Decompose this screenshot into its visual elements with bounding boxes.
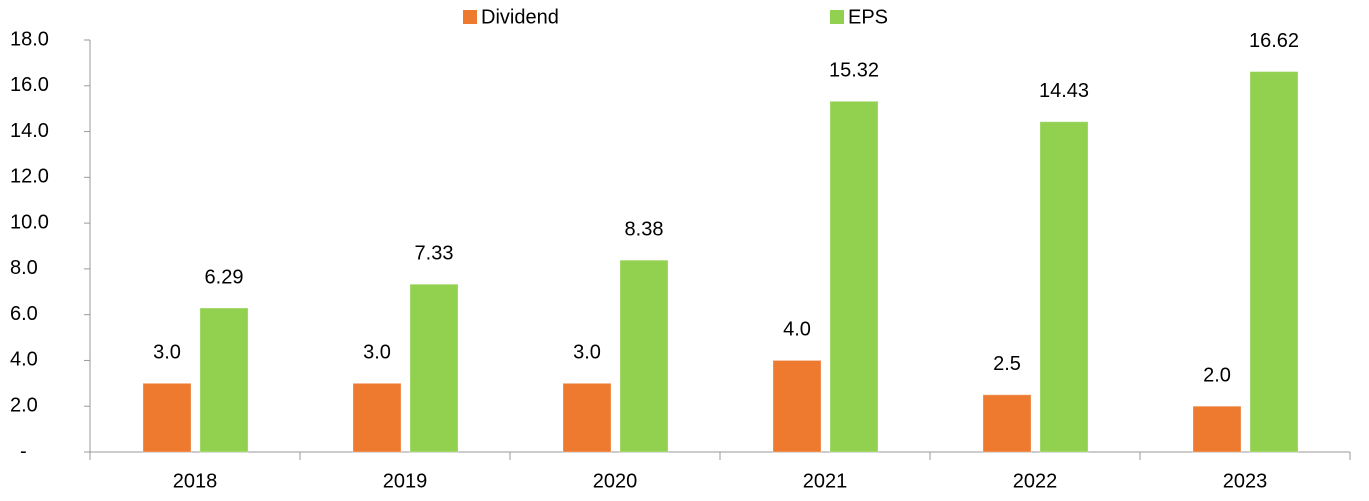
x-tick-label: 2022 (1013, 470, 1058, 492)
bar (982, 394, 1032, 453)
y-tick-label: 14.0 (10, 120, 49, 142)
bar (1039, 121, 1089, 453)
legend-label: EPS (848, 6, 888, 28)
bar (1249, 71, 1299, 453)
data-label: 3.0 (363, 342, 391, 364)
data-label: 8.38 (625, 218, 664, 240)
bar (772, 359, 822, 453)
data-label: 2.0 (1203, 365, 1231, 387)
y-tick-label: - (20, 440, 27, 462)
bar (409, 283, 459, 453)
bar (1192, 405, 1242, 453)
legend-label: Dividend (481, 6, 559, 28)
data-label: 3.0 (153, 342, 181, 364)
data-label: 2.5 (993, 353, 1021, 375)
y-tick-label: 10.0 (10, 211, 49, 233)
bar (199, 307, 249, 453)
x-tick-label: 2023 (1223, 470, 1268, 492)
data-label: 16.62 (1249, 30, 1299, 52)
x-tick-label: 2021 (803, 470, 848, 492)
x-tick-label: 2018 (173, 470, 218, 492)
y-tick-label: 18.0 (10, 28, 49, 50)
x-tick-label: 2020 (593, 470, 638, 492)
bar (829, 100, 879, 453)
y-tick-label: 6.0 (10, 303, 38, 325)
data-label: 6.29 (205, 266, 244, 288)
data-label: 7.33 (415, 243, 454, 265)
bar (352, 382, 402, 453)
legend-swatch (463, 10, 477, 24)
y-tick-label: 2.0 (10, 395, 38, 417)
bar (619, 259, 669, 453)
data-label: 4.0 (783, 319, 811, 341)
y-tick-label: 8.0 (10, 257, 38, 279)
y-tick-label: 12.0 (10, 166, 49, 188)
data-label: 3.0 (573, 342, 601, 364)
legend-swatch (830, 10, 844, 24)
bar (562, 382, 612, 453)
data-label: 15.32 (829, 60, 879, 82)
y-tick-label: 4.0 (10, 349, 38, 371)
bar (142, 382, 192, 453)
x-tick-label: 2019 (383, 470, 428, 492)
data-label: 14.43 (1039, 80, 1089, 102)
y-tick-label: 16.0 (10, 74, 49, 96)
